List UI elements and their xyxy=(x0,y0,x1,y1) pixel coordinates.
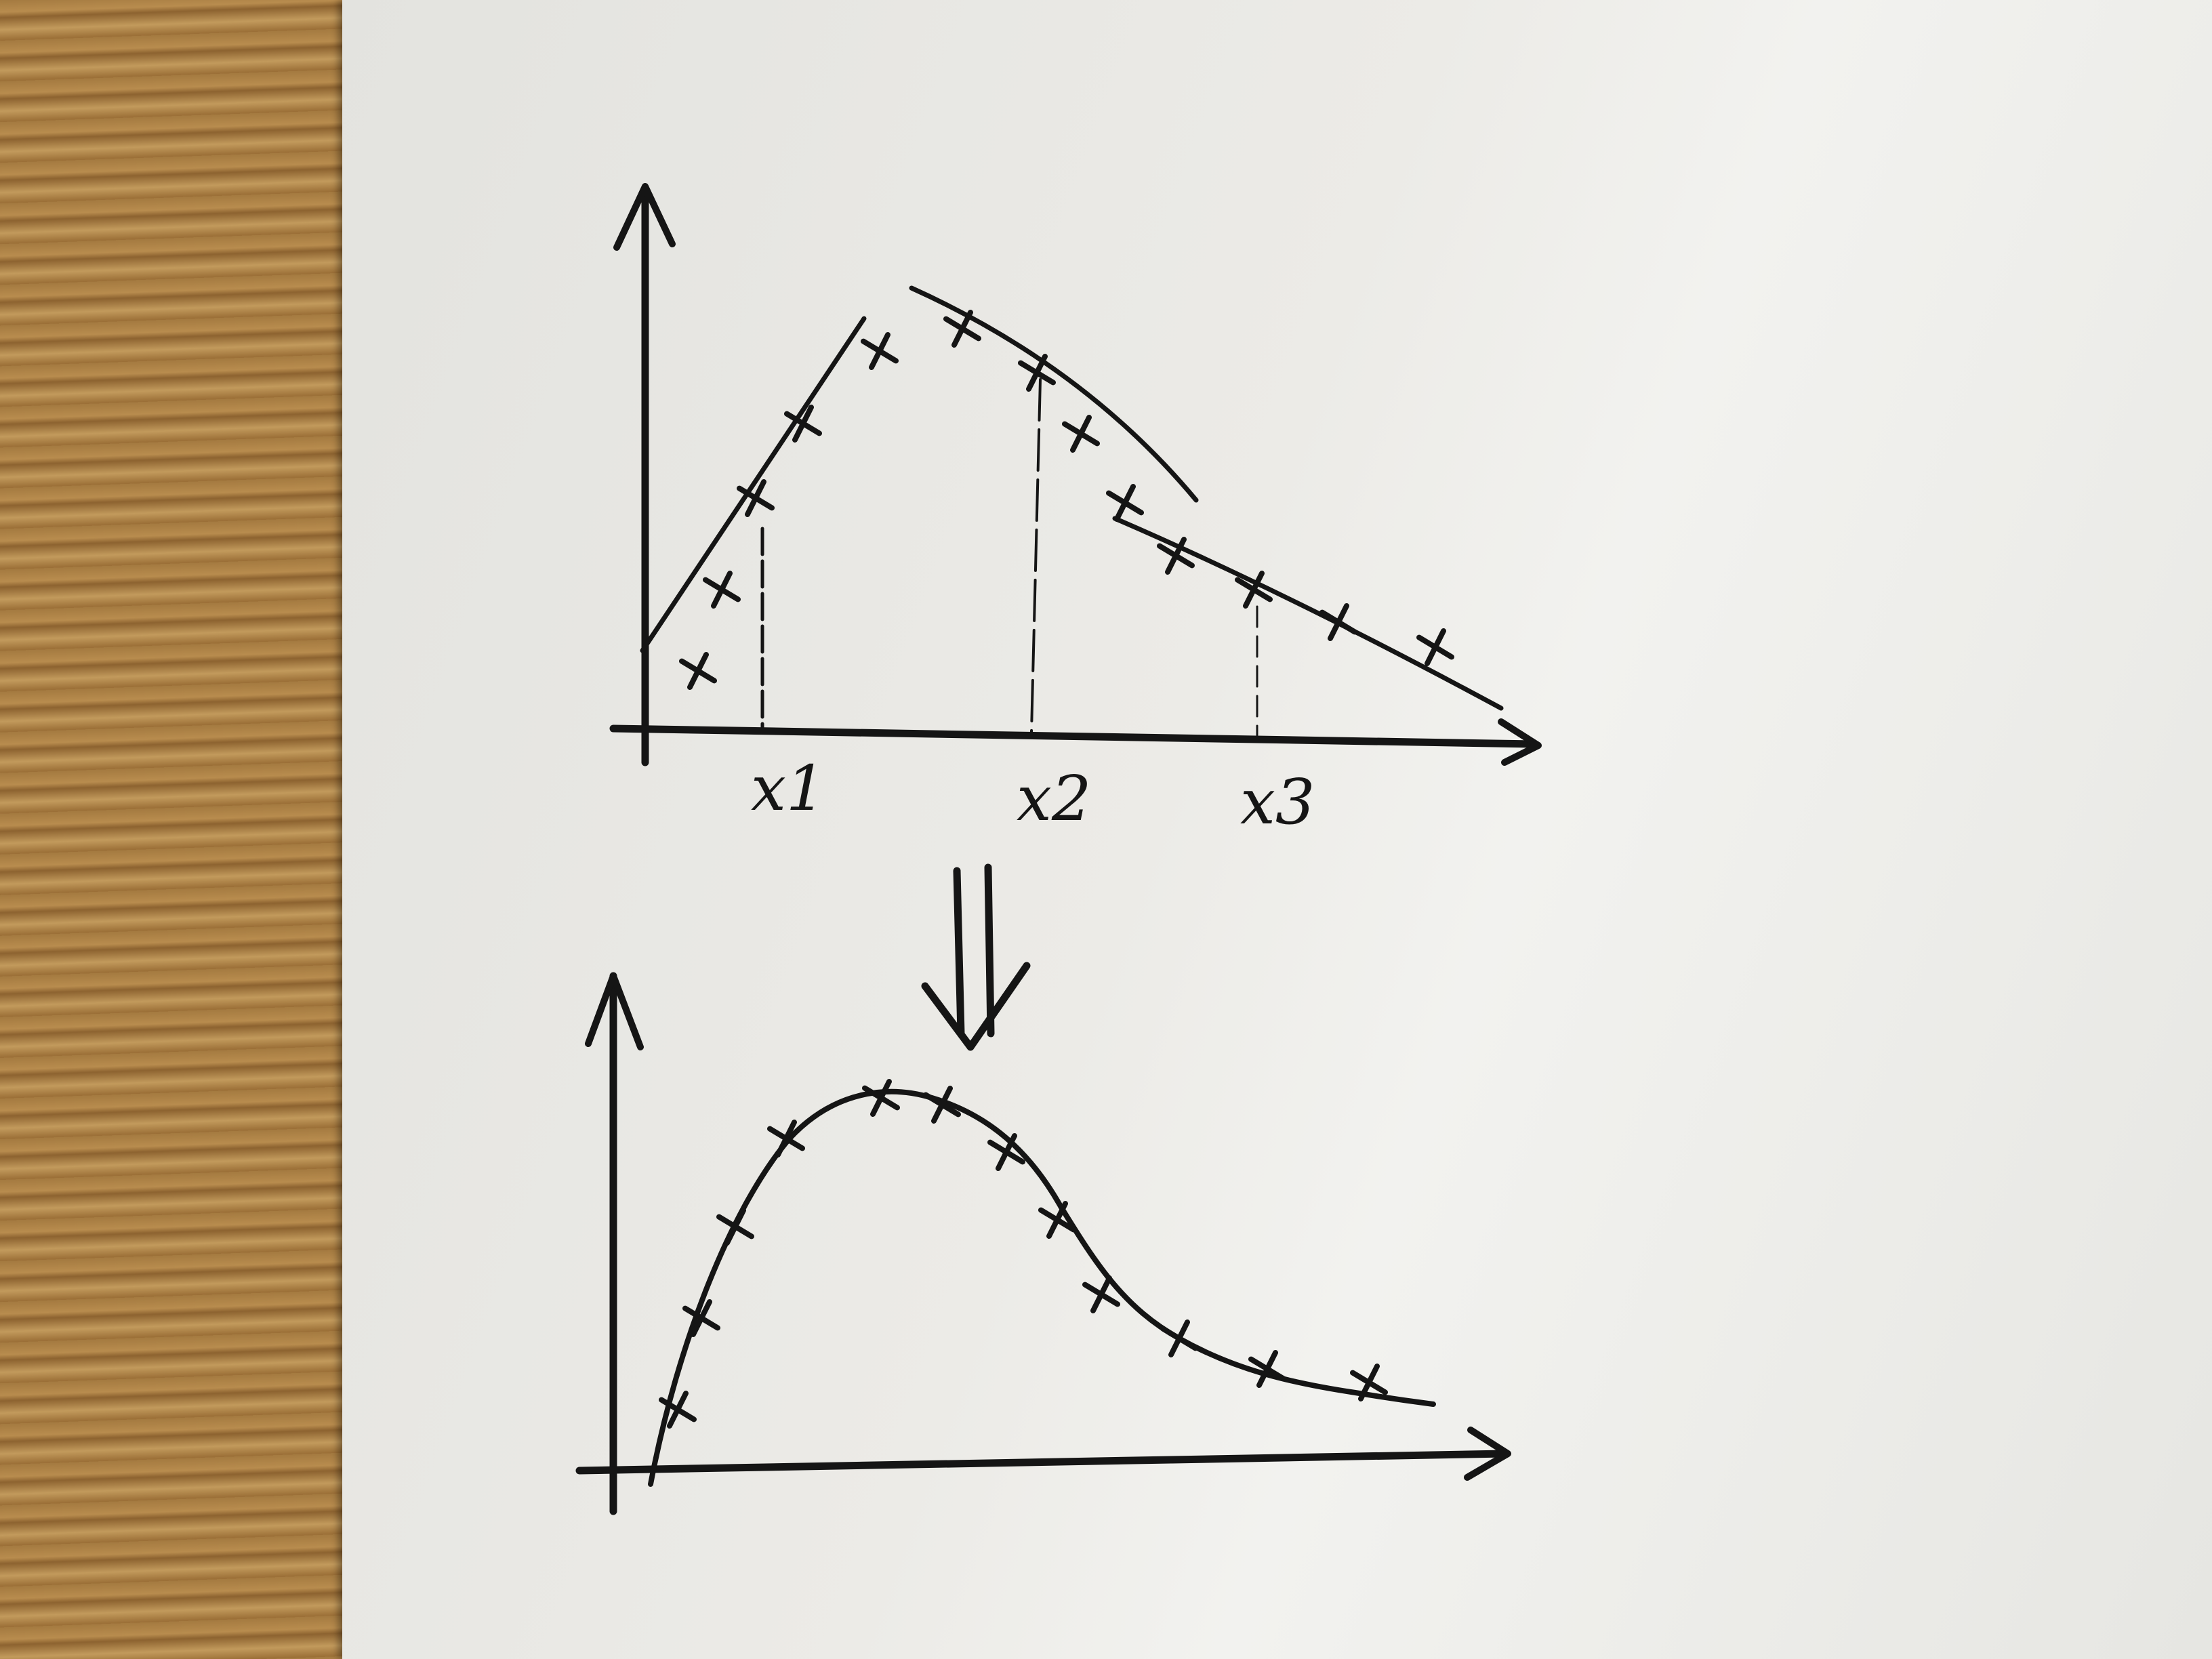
data-marker xyxy=(1350,1364,1388,1401)
top-data-markers xyxy=(679,310,1454,690)
paper-sheet xyxy=(342,0,2212,1659)
data-marker xyxy=(1018,354,1056,392)
wooden-desk xyxy=(0,0,352,1659)
fit-curve xyxy=(648,1088,1436,1487)
fit-segment-3 xyxy=(1112,516,1504,711)
bottom-x-axis xyxy=(575,1450,1509,1475)
bottom-y-arrowhead-icon xyxy=(585,972,644,1050)
data-marker xyxy=(1416,628,1454,666)
top-y-arrowhead-icon xyxy=(613,183,676,251)
data-marker xyxy=(1038,1201,1076,1239)
data-marker xyxy=(1160,1319,1198,1357)
data-marker xyxy=(682,1299,720,1337)
data-marker xyxy=(737,479,775,517)
bottom-data-markers xyxy=(659,1079,1388,1429)
fit-segment-1 xyxy=(640,316,867,653)
data-marker xyxy=(679,652,717,690)
data-marker xyxy=(923,1086,961,1124)
data-marker xyxy=(861,332,899,370)
top-x-axis xyxy=(609,724,1539,748)
data-marker xyxy=(1248,1350,1286,1388)
data-marker xyxy=(1157,537,1195,575)
data-marker xyxy=(987,1133,1025,1171)
fit-segment-2 xyxy=(909,285,1199,503)
data-marker xyxy=(716,1208,754,1246)
data-marker xyxy=(1235,571,1273,609)
data-marker xyxy=(943,310,981,348)
boundary-x2-line xyxy=(1030,378,1042,733)
data-marker xyxy=(659,1391,697,1429)
label-x1: x1 xyxy=(751,752,825,825)
data-marker xyxy=(1082,1275,1120,1313)
top-graph: x1 x2 x3 xyxy=(609,183,1542,838)
data-marker xyxy=(862,1079,900,1117)
data-marker xyxy=(1062,415,1100,453)
data-marker xyxy=(703,571,741,609)
double-down-arrow-icon xyxy=(921,863,1031,1051)
label-x2: x2 xyxy=(1017,762,1091,835)
bottom-graph xyxy=(575,972,1511,1515)
data-marker xyxy=(1319,603,1357,641)
data-marker xyxy=(784,405,822,443)
data-marker xyxy=(1106,484,1144,522)
data-marker xyxy=(767,1120,805,1158)
bottom-x-arrowhead-icon xyxy=(1464,1427,1511,1481)
top-x-arrowhead-icon xyxy=(1498,718,1542,766)
label-x3: x3 xyxy=(1240,766,1315,838)
